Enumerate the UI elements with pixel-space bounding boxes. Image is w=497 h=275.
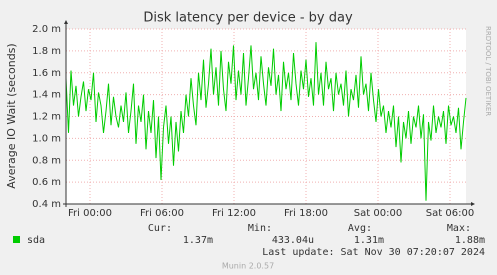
x-tick-label: Fri 12:00 [212, 208, 256, 219]
y-tick-label: 1.8 m [32, 46, 61, 57]
y-axis-label: Average IO Wait (seconds) [5, 43, 18, 188]
y-axis-arrow [64, 20, 68, 24]
legend-header: Max: [447, 223, 471, 234]
x-tick-label: Sat 00:00 [354, 208, 402, 219]
last-update: Last update: Sat Nov 30 07:20:07 2024 [262, 247, 485, 258]
legend-header: Min: [248, 223, 272, 234]
y-tick-label: 1.2 m [32, 112, 61, 123]
legend-header: Avg: [348, 223, 372, 234]
legend-swatch [13, 236, 20, 243]
x-axis-arrow [471, 202, 475, 206]
x-tick-label: Sat 06:00 [426, 208, 474, 219]
x-tick-label: Fri 06:00 [140, 208, 184, 219]
legend-label: sda [27, 235, 45, 246]
y-tick-label: 0.8 m [32, 155, 61, 166]
x-tick-label: Fri 18:00 [284, 208, 328, 219]
data-line [65, 42, 467, 201]
legend-header: Cur: [148, 223, 172, 234]
y-tick-label: 1.6 m [32, 68, 61, 79]
x-tick-label: Fri 00:00 [68, 208, 112, 219]
y-tick-label: 2.0 m [32, 24, 61, 35]
y-tick-label: 1.4 m [32, 90, 61, 101]
legend-stat: 433.04u [272, 235, 314, 246]
watermark: RRDTOOL / TOBI OETIKER [484, 26, 492, 116]
y-tick-label: 0.6 m [32, 177, 61, 188]
chart-title: Disk latency per device - by day [143, 11, 353, 26]
footer: Munin 2.0.57 [222, 262, 274, 271]
legend-stat: 1.31m [354, 235, 384, 246]
y-tick-label: 1.0 m [32, 133, 61, 144]
legend-stat: 1.88m [455, 235, 485, 246]
legend-stat: 1.37m [183, 235, 213, 246]
y-tick-label: 0.4 m [32, 199, 61, 210]
